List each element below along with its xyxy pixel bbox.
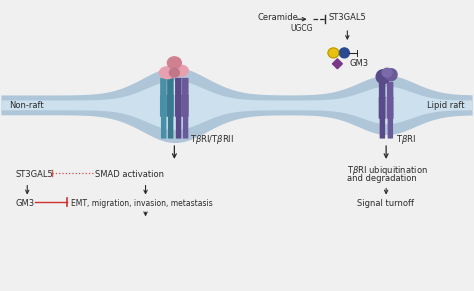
Ellipse shape (169, 68, 179, 77)
Text: Signal turnoff: Signal turnoff (357, 199, 414, 208)
Ellipse shape (339, 48, 349, 58)
Ellipse shape (159, 67, 175, 79)
Text: GM3: GM3 (15, 199, 35, 208)
Ellipse shape (174, 65, 188, 76)
FancyBboxPatch shape (182, 78, 189, 96)
Ellipse shape (385, 69, 397, 81)
FancyBboxPatch shape (387, 97, 393, 119)
FancyBboxPatch shape (167, 95, 174, 117)
Polygon shape (332, 59, 342, 69)
Ellipse shape (382, 68, 392, 77)
FancyBboxPatch shape (183, 116, 188, 139)
Text: Non-raft: Non-raft (9, 101, 44, 110)
FancyBboxPatch shape (380, 118, 385, 139)
Text: Ceramide: Ceramide (257, 13, 298, 22)
FancyBboxPatch shape (182, 95, 189, 117)
Text: ST3GAL5: ST3GAL5 (328, 13, 366, 22)
Text: T$\beta$RI ubiquitination: T$\beta$RI ubiquitination (347, 164, 428, 177)
Text: Lipid raft: Lipid raft (427, 101, 465, 110)
FancyBboxPatch shape (388, 118, 393, 139)
Ellipse shape (376, 70, 390, 84)
Text: and degradation: and degradation (347, 174, 417, 183)
FancyBboxPatch shape (379, 82, 385, 98)
Polygon shape (1, 81, 473, 130)
FancyBboxPatch shape (176, 116, 182, 139)
FancyBboxPatch shape (160, 95, 167, 117)
Polygon shape (1, 68, 473, 143)
Text: GM3: GM3 (349, 59, 368, 68)
Text: T$\beta$RI/T$\beta$RII: T$\beta$RI/T$\beta$RII (190, 133, 234, 146)
FancyBboxPatch shape (161, 116, 166, 139)
FancyBboxPatch shape (379, 97, 386, 119)
Text: UGCG: UGCG (291, 24, 313, 33)
FancyBboxPatch shape (387, 82, 393, 98)
FancyBboxPatch shape (167, 78, 173, 96)
Text: EMT, migration, invasion, metastasis: EMT, migration, invasion, metastasis (71, 199, 213, 208)
Text: SMAD activation: SMAD activation (95, 170, 164, 179)
FancyBboxPatch shape (175, 78, 182, 96)
Text: T$\beta$RI: T$\beta$RI (396, 133, 416, 146)
FancyBboxPatch shape (168, 116, 173, 139)
Text: ST3GAL5: ST3GAL5 (15, 170, 53, 179)
Ellipse shape (167, 57, 182, 69)
FancyBboxPatch shape (160, 78, 167, 96)
Ellipse shape (328, 48, 339, 58)
FancyBboxPatch shape (175, 95, 182, 117)
